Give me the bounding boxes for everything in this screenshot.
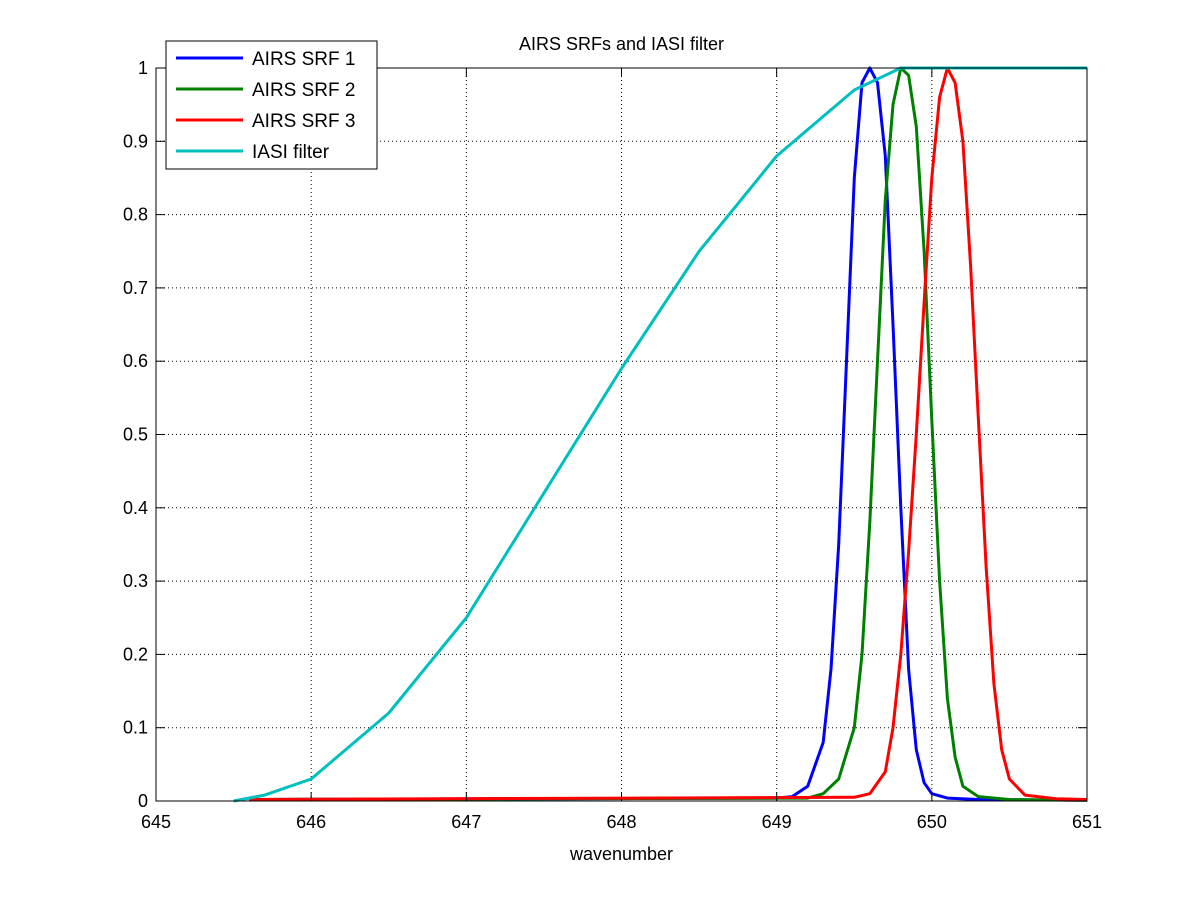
x-tick-label: 648: [606, 812, 636, 832]
series-line-1: [249, 66, 1088, 802]
x-tick-label: 649: [762, 812, 792, 832]
legend: AIRS SRF 1 AIRS SRF 2 AIRS SRF 3 IASI filte…: [165, 40, 378, 170]
x-tick-label: 646: [296, 812, 326, 832]
y-tick-label: 0.5: [123, 425, 148, 445]
chart-title: AIRS SRFs and IASI filter: [519, 34, 724, 54]
y-tick-label: 0.2: [123, 644, 148, 664]
y-tick-label: 0.7: [123, 278, 148, 298]
legend-label: AIRS SRF 2: [252, 80, 355, 101]
y-tick-label: 0.9: [123, 131, 148, 151]
legend-label: AIRS SRF 3: [252, 111, 355, 132]
legend-label: IASI filter: [252, 142, 330, 163]
legend-label: AIRS SRF 1: [252, 49, 355, 70]
y-tick-label: 0: [138, 791, 148, 811]
y-tick-label: 0.4: [123, 498, 148, 518]
ticks-layer: 645 646 647 648 649 650 651 0 0.1 0.2 0.3 0.4 0.5 0.6…: [123, 58, 1102, 832]
x-tick-label: 651: [1072, 812, 1102, 832]
x-tick-label: 650: [917, 812, 947, 832]
series-line-2: [249, 66, 1088, 802]
y-tick-label: 1: [138, 58, 148, 78]
series-line-3: [249, 66, 1088, 801]
y-tick-label: 0.6: [123, 351, 148, 371]
x-tick-label: 647: [451, 812, 481, 832]
y-tick-label: 0.3: [123, 571, 148, 591]
y-tick-label: 0.1: [123, 718, 148, 738]
y-tick-label: 0.8: [123, 205, 148, 225]
legend-box: [165, 40, 378, 170]
x-axis-label: wavenumber: [569, 844, 673, 864]
x-tick-label: 645: [141, 812, 171, 832]
